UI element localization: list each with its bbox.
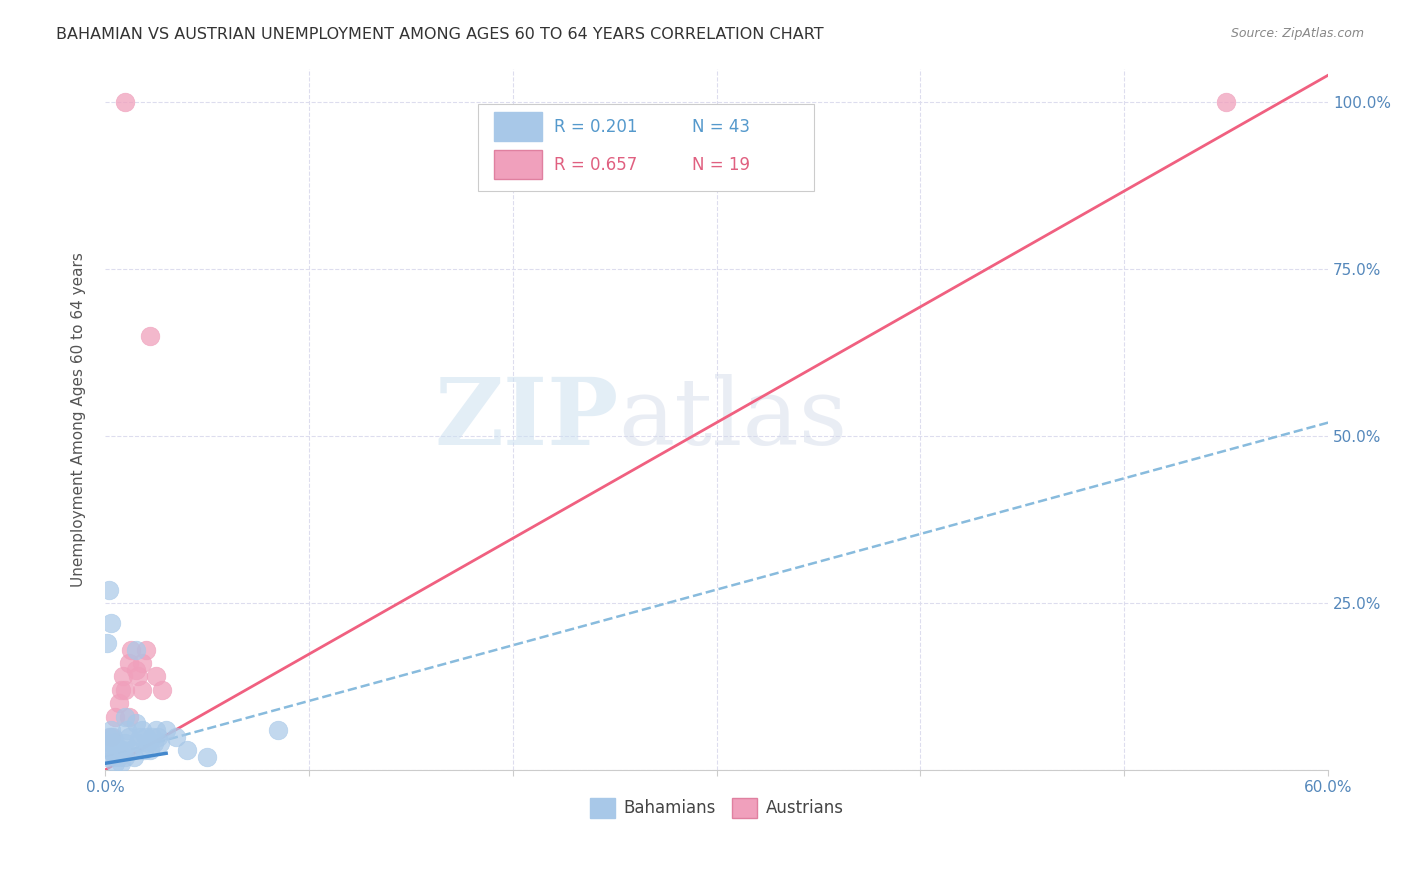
Point <box>145 723 167 737</box>
Point <box>121 743 143 757</box>
FancyBboxPatch shape <box>478 103 814 191</box>
Point <box>104 736 127 750</box>
Point <box>108 749 131 764</box>
Point <box>165 730 187 744</box>
FancyBboxPatch shape <box>494 150 541 179</box>
Point <box>124 663 146 677</box>
Point <box>112 669 135 683</box>
Point <box>128 730 150 744</box>
Text: R = 0.201: R = 0.201 <box>554 118 637 136</box>
Point <box>135 642 157 657</box>
Point <box>267 723 290 737</box>
Point <box>146 730 169 744</box>
Point <box>131 656 153 670</box>
Point <box>98 582 121 597</box>
FancyBboxPatch shape <box>494 112 541 142</box>
Point <box>110 682 132 697</box>
Point <box>127 736 149 750</box>
Point <box>114 749 136 764</box>
Point <box>1215 95 1237 109</box>
Point <box>105 743 128 757</box>
Point <box>118 656 141 670</box>
Text: R = 0.657: R = 0.657 <box>554 155 637 174</box>
Text: atlas: atlas <box>619 375 848 464</box>
Point <box>100 730 122 744</box>
Point <box>114 95 136 109</box>
Point <box>110 756 132 771</box>
Point <box>118 730 141 744</box>
Point <box>127 669 149 683</box>
Point <box>114 682 136 697</box>
Text: N = 43: N = 43 <box>692 118 751 136</box>
Point <box>100 615 122 630</box>
Point <box>114 709 136 723</box>
Point <box>96 749 118 764</box>
Point <box>155 723 177 737</box>
Point <box>124 642 146 657</box>
Point <box>112 743 135 757</box>
Point <box>108 696 131 710</box>
Point <box>101 743 124 757</box>
Point <box>176 743 198 757</box>
Point <box>145 669 167 683</box>
Point <box>150 682 173 697</box>
Legend: Bahamians, Austrians: Bahamians, Austrians <box>583 791 851 825</box>
Point <box>122 749 145 764</box>
Text: N = 19: N = 19 <box>692 155 751 174</box>
Point <box>135 730 157 744</box>
Point <box>121 642 143 657</box>
Point <box>114 736 136 750</box>
Point <box>136 736 159 750</box>
Point <box>100 736 122 750</box>
Point <box>139 328 162 343</box>
Point <box>118 709 141 723</box>
Point <box>96 636 118 650</box>
Point <box>117 723 139 737</box>
Point <box>195 749 218 764</box>
Point <box>104 756 127 771</box>
Point <box>100 723 122 737</box>
Point <box>132 743 155 757</box>
Point <box>104 709 127 723</box>
Point <box>101 730 124 744</box>
Text: Source: ZipAtlas.com: Source: ZipAtlas.com <box>1230 27 1364 40</box>
Point <box>98 743 121 757</box>
Point <box>98 730 121 744</box>
Point <box>141 730 163 744</box>
Point <box>124 716 146 731</box>
Y-axis label: Unemployment Among Ages 60 to 64 years: Unemployment Among Ages 60 to 64 years <box>72 252 86 587</box>
Point <box>142 736 165 750</box>
Point <box>131 682 153 697</box>
Text: BAHAMIAN VS AUSTRIAN UNEMPLOYMENT AMONG AGES 60 TO 64 YEARS CORRELATION CHART: BAHAMIAN VS AUSTRIAN UNEMPLOYMENT AMONG … <box>56 27 824 42</box>
Point <box>149 736 172 750</box>
Point <box>131 723 153 737</box>
Point <box>104 749 127 764</box>
Point <box>139 743 162 757</box>
Text: ZIP: ZIP <box>434 375 619 464</box>
